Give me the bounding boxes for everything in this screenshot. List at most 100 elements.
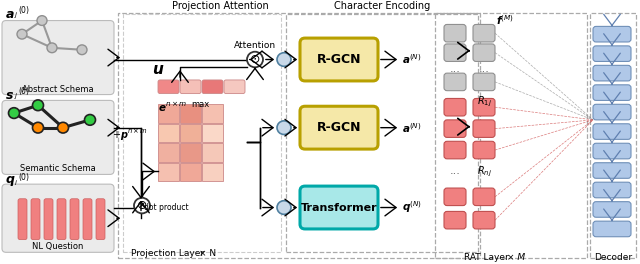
FancyBboxPatch shape [473,211,495,229]
Text: dot product: dot product [144,203,188,212]
FancyBboxPatch shape [473,44,495,62]
Text: $\boldsymbol{q}^{(N)}$: $\boldsymbol{q}^{(N)}$ [402,200,422,215]
FancyBboxPatch shape [57,199,66,240]
Circle shape [84,115,95,125]
FancyBboxPatch shape [70,199,79,240]
FancyBboxPatch shape [224,80,245,93]
Text: Decoder: Decoder [594,253,632,262]
FancyBboxPatch shape [444,98,466,116]
FancyBboxPatch shape [444,44,466,62]
FancyBboxPatch shape [300,186,378,229]
Text: $(0)$: $(0)$ [18,86,30,97]
FancyBboxPatch shape [2,21,114,95]
FancyBboxPatch shape [473,25,495,42]
FancyBboxPatch shape [96,199,105,240]
FancyBboxPatch shape [44,199,53,240]
Circle shape [33,100,44,111]
Text: $\boldsymbol{s}$: $\boldsymbol{s}$ [5,89,14,102]
Text: max: max [191,100,209,109]
Circle shape [277,53,291,66]
Circle shape [47,43,57,53]
Bar [158,163,179,181]
Text: $(0)$: $(0)$ [18,171,30,183]
Bar [202,124,223,142]
Circle shape [37,16,47,25]
FancyBboxPatch shape [83,199,92,240]
Text: $\boldsymbol{u}$: $\boldsymbol{u}$ [152,62,164,77]
Bar [435,13,587,258]
FancyBboxPatch shape [180,80,201,93]
FancyBboxPatch shape [300,106,378,149]
Text: × N: × N [200,249,216,258]
FancyBboxPatch shape [300,38,378,81]
Text: Attention: Attention [234,41,276,50]
FancyBboxPatch shape [473,73,495,91]
FancyBboxPatch shape [202,80,223,93]
Text: Transformer: Transformer [301,202,378,213]
Text: R-GCN: R-GCN [317,53,361,66]
Text: $_i$: $_i$ [14,178,18,188]
Circle shape [277,121,291,134]
FancyBboxPatch shape [444,25,466,42]
Text: ...: ... [479,64,490,74]
Text: $R_{nj}$: $R_{nj}$ [477,164,492,179]
Text: $R_{1j}$: $R_{1j}$ [477,95,492,109]
FancyBboxPatch shape [444,120,466,137]
FancyBboxPatch shape [473,188,495,206]
FancyBboxPatch shape [158,80,179,93]
FancyBboxPatch shape [593,124,631,139]
FancyBboxPatch shape [473,98,495,116]
Text: ...: ... [449,64,460,74]
Circle shape [8,108,19,119]
Text: $\boldsymbol{e}^{n\times m}$: $\boldsymbol{e}^{n\times m}$ [158,100,188,114]
FancyBboxPatch shape [593,65,631,81]
FancyBboxPatch shape [593,143,631,159]
Bar [202,143,223,162]
Text: Character Encoding: Character Encoding [334,1,430,11]
Text: Abstract Schema: Abstract Schema [22,84,94,93]
Circle shape [33,122,44,133]
FancyBboxPatch shape [18,199,27,240]
Text: $\boldsymbol{a}^{(N)}$: $\boldsymbol{a}^{(N)}$ [402,121,422,135]
Circle shape [247,52,263,67]
Bar [158,143,179,162]
Bar [158,104,179,123]
FancyBboxPatch shape [593,202,631,217]
FancyBboxPatch shape [593,182,631,198]
Bar [202,163,223,181]
Text: $_j$: $_j$ [14,92,19,102]
FancyBboxPatch shape [593,85,631,100]
Circle shape [58,122,68,133]
Text: ...: ... [449,167,460,177]
FancyBboxPatch shape [2,100,114,175]
Text: RAT Layer: RAT Layer [464,253,509,262]
Circle shape [17,29,27,39]
Text: $\boldsymbol{a}^{(N)}$: $\boldsymbol{a}^{(N)}$ [402,53,422,67]
Text: $\boldsymbol{f}^{(M)}$: $\boldsymbol{f}^{(M)}$ [496,13,514,27]
FancyBboxPatch shape [593,46,631,62]
Bar [286,14,478,252]
FancyBboxPatch shape [593,104,631,120]
FancyBboxPatch shape [473,141,495,159]
Circle shape [134,198,150,213]
Bar [180,163,201,181]
FancyBboxPatch shape [31,199,40,240]
Text: $+\boldsymbol{p}^{n\times m}$: $+\boldsymbol{p}^{n\times m}$ [112,128,148,143]
Bar [123,14,281,252]
Bar [202,104,223,123]
Text: $\boldsymbol{q}$: $\boldsymbol{q}$ [5,174,15,188]
Text: Projection Layer: Projection Layer [131,249,205,258]
Text: NL Question: NL Question [32,242,84,251]
Bar [180,143,201,162]
FancyBboxPatch shape [444,73,466,91]
Bar [590,13,636,258]
Text: $_j$: $_j$ [14,10,19,21]
Text: Semantic Schema: Semantic Schema [20,164,96,173]
Text: $\boldsymbol{a}$: $\boldsymbol{a}$ [5,8,15,21]
Bar [118,13,480,258]
Text: × M: × M [507,253,525,262]
Bar [180,124,201,142]
FancyBboxPatch shape [473,120,495,137]
FancyBboxPatch shape [2,184,114,252]
Text: $\otimes$: $\otimes$ [136,199,148,212]
